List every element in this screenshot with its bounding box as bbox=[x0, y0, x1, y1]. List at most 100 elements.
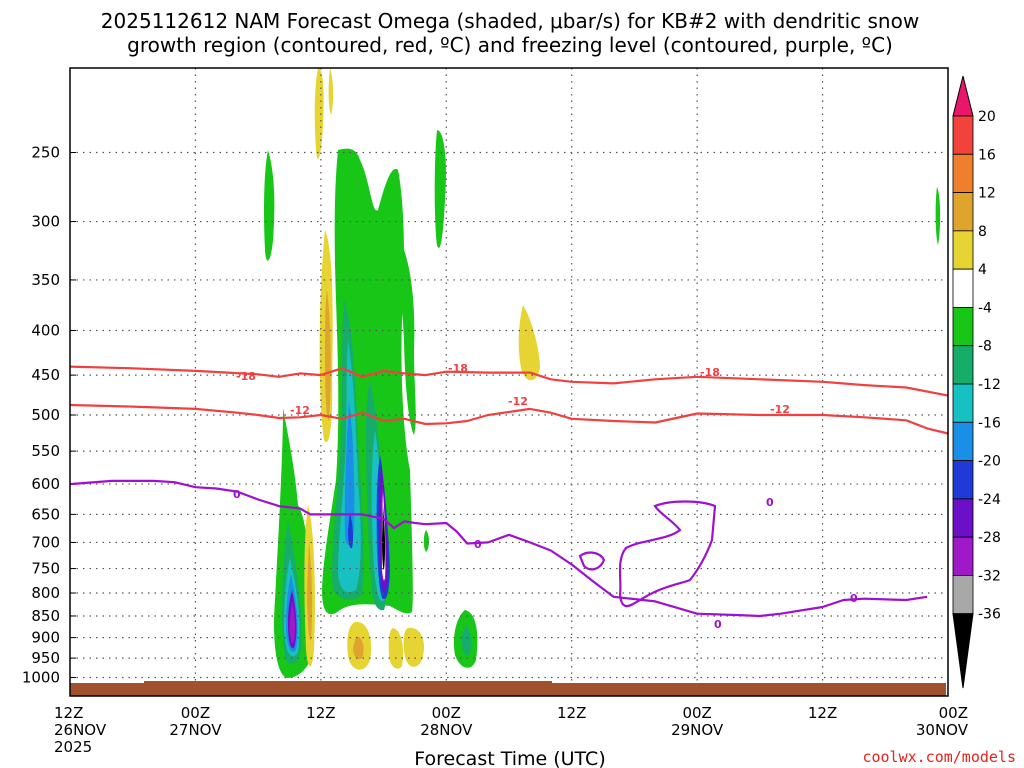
x-tick-label: 12Z bbox=[808, 704, 837, 722]
contours bbox=[69, 365, 949, 618]
x-tick-label: 2025 bbox=[54, 738, 92, 756]
colorbar-label: -4 bbox=[978, 300, 992, 316]
x-tick-label: 27NOV bbox=[169, 721, 222, 739]
x-axis-label: Forecast Time (UTC) bbox=[414, 748, 605, 768]
omega-region-yellow-low2 bbox=[388, 628, 404, 669]
freezing-loop-1 bbox=[618, 500, 717, 608]
contour-labels: -18 -18 -18 -12 -12 -12 0 0 0 0 0 bbox=[233, 362, 858, 631]
omega-region-orange-low1 bbox=[353, 636, 364, 660]
omega-region-orange-mid bbox=[325, 290, 331, 421]
omega-shading bbox=[264, 68, 941, 678]
x-tick-label: 12Z bbox=[54, 704, 83, 722]
colorbar-label: 16 bbox=[978, 147, 996, 163]
y-tick-label: 1000 bbox=[22, 669, 60, 687]
omega-region-green-tiny bbox=[423, 530, 429, 552]
colorbar-label: -28 bbox=[978, 530, 1001, 546]
colorbar-label: 12 bbox=[978, 186, 996, 202]
contour-label-zero-b: 0 bbox=[474, 538, 482, 551]
omega-region-green-center-right bbox=[399, 240, 416, 435]
contour-label-zero-e: 0 bbox=[850, 592, 858, 605]
y-axis: 250 300 350 400 450 500 550 600 650 700 750 800 850 9… bbox=[22, 144, 60, 687]
y-tick-label: 550 bbox=[31, 442, 60, 460]
colorbar-label: 20 bbox=[978, 109, 996, 125]
x-tick-label: 00Z bbox=[432, 704, 461, 722]
y-tick-label: 250 bbox=[31, 144, 60, 162]
contour-series-2 bbox=[69, 479, 928, 618]
terrain-bar bbox=[70, 681, 946, 696]
colorbar-label: 4 bbox=[978, 262, 987, 278]
contour-label-minus18-c: -18 bbox=[700, 366, 720, 379]
contour-label-zero-c: 0 bbox=[766, 496, 774, 509]
colorbar-label: -24 bbox=[978, 492, 1001, 508]
x-tick-label: 12Z bbox=[306, 704, 335, 722]
x-tick-label: 28NOV bbox=[420, 721, 473, 739]
y-tick-label: 300 bbox=[31, 213, 60, 231]
y-tick-label: 600 bbox=[31, 475, 60, 493]
credit-text: coolwx.com/models bbox=[862, 748, 1016, 766]
y-tick-label: 900 bbox=[31, 629, 60, 647]
colorbar-swatch bbox=[952, 153, 974, 193]
colorbar-label: -36 bbox=[978, 607, 1001, 623]
y-tick-label: 350 bbox=[31, 271, 60, 289]
chart-title-line1: 2025112612 NAM Forecast Omega (shaded, μ… bbox=[101, 9, 919, 33]
colorbar-bottom-arrow bbox=[952, 613, 974, 689]
x-tick-label: 12Z bbox=[557, 704, 586, 722]
y-tick-label: 500 bbox=[31, 406, 60, 424]
omega-region-violet-left bbox=[289, 600, 296, 644]
y-tick-label: 450 bbox=[31, 366, 60, 384]
plot-frame bbox=[69, 67, 949, 697]
colorbar-swatch bbox=[952, 421, 974, 461]
contour-label-zero-a: 0 bbox=[233, 488, 241, 501]
x-tick-label: 00Z bbox=[682, 704, 711, 722]
contour-label-minus18-a: -18 bbox=[236, 370, 256, 383]
omega-region-green-right-thin bbox=[434, 130, 447, 248]
colorbar-swatch bbox=[952, 230, 974, 270]
omega-region-green-far-right bbox=[935, 187, 941, 245]
colorbar-swatch bbox=[952, 383, 974, 423]
contour-series-1 bbox=[69, 403, 949, 435]
x-tick-label: 30NOV bbox=[916, 721, 969, 739]
colorbar: 20 16 12 8 4 -4 -8 -12 -16 -20 -24 -28 -32 -36 bbox=[952, 75, 1001, 689]
y-tick-label: 750 bbox=[31, 560, 60, 578]
y-tick-label: 400 bbox=[31, 322, 60, 340]
omega-region-teal-lower bbox=[461, 625, 472, 656]
colorbar-swatch bbox=[952, 460, 974, 500]
contour-label-minus18-b: -18 bbox=[448, 362, 468, 375]
colorbar-swatch bbox=[952, 498, 974, 538]
freezing-loop-0 bbox=[578, 551, 606, 571]
colorbar-label: -20 bbox=[978, 454, 1001, 470]
y-tick-label: 800 bbox=[31, 584, 60, 602]
y-tick-label: 850 bbox=[31, 607, 60, 625]
omega-region-navy-center bbox=[348, 512, 354, 549]
colorbar-swatch bbox=[952, 115, 974, 155]
contour-series-0 bbox=[69, 365, 949, 397]
colorbar-swatch bbox=[952, 268, 974, 308]
x-tick-label: 00Z bbox=[181, 704, 210, 722]
x-tick-label: 00Z bbox=[939, 704, 968, 722]
colorbar-label: -32 bbox=[978, 568, 1001, 584]
omega-region-yellow-top2 bbox=[328, 68, 334, 115]
colorbar-label: -16 bbox=[978, 415, 1001, 431]
contour-label-minus12-b: -12 bbox=[508, 395, 528, 408]
colorbar-swatch bbox=[952, 536, 974, 576]
omega-region-green-upper-left bbox=[264, 150, 275, 261]
colorbar-label: -8 bbox=[978, 339, 992, 355]
x-tick-label: 29NOV bbox=[671, 721, 724, 739]
omega-region-yellow-top bbox=[314, 68, 324, 159]
omega-region-yellow-right-plume bbox=[518, 305, 540, 381]
x-tick-label: 26NOV bbox=[54, 721, 107, 739]
chart-title-line2: growth region (contoured, red, ºC) and f… bbox=[127, 33, 893, 57]
colorbar-top-arrow bbox=[952, 75, 974, 117]
y-tick-label: 700 bbox=[31, 533, 60, 551]
colorbar-swatch bbox=[952, 307, 974, 347]
omega-region-black-center2 bbox=[382, 505, 386, 570]
colorbar-swatch bbox=[952, 192, 974, 232]
contour-label-minus12-c: -12 bbox=[770, 403, 790, 416]
colorbar-swatch bbox=[952, 575, 974, 615]
colorbar-label: 8 bbox=[978, 224, 987, 240]
contour-label-minus12-a: -12 bbox=[290, 404, 310, 417]
y-tick-label: 650 bbox=[31, 505, 60, 523]
colorbar-label: -12 bbox=[978, 377, 1001, 393]
